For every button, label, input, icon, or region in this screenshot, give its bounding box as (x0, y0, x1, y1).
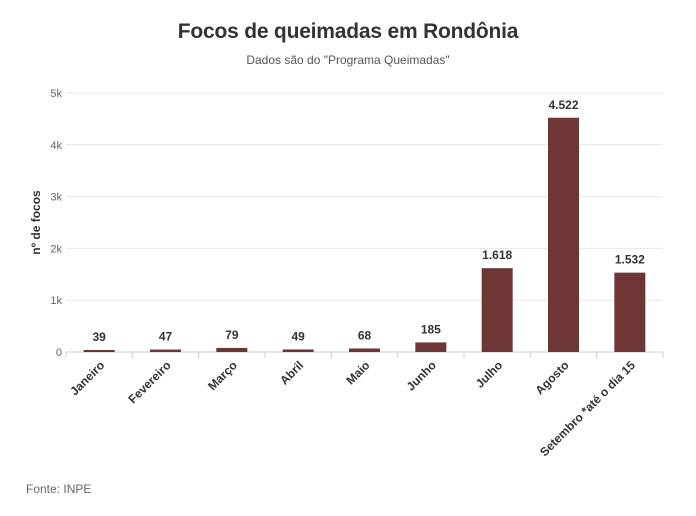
data-label: 68 (358, 328, 372, 342)
data-label: 4.522 (548, 98, 578, 112)
y-tick-label: 1k (50, 295, 62, 307)
chart-subtitle: Dados são do "Programa Queimadas" (246, 53, 450, 67)
x-tick-label: Março (205, 358, 240, 393)
bar (150, 349, 181, 352)
y-tick-label: 4k (50, 140, 62, 152)
bar (481, 268, 513, 352)
bar (216, 347, 248, 352)
bar (282, 349, 314, 352)
data-label: 49 (291, 329, 305, 343)
bar (83, 349, 115, 352)
source-note: Fonte: INPE (26, 482, 92, 496)
y-tick-label: 3k (50, 192, 62, 204)
y-tick-label: 5k (50, 88, 62, 100)
x-tick-label: Agosto (532, 358, 571, 397)
data-label: 1.618 (482, 248, 512, 262)
x-tick-label: Fevereiro (126, 358, 174, 406)
data-label: 39 (92, 330, 106, 344)
y-tick-label: 2k (50, 243, 62, 255)
y-tick-label: 0 (56, 347, 62, 359)
bar (548, 117, 579, 352)
bar (349, 348, 380, 352)
data-label: 47 (159, 330, 173, 344)
x-tick-label: Janeiro (67, 358, 107, 398)
x-tick-label: Abril (277, 358, 306, 387)
bar (614, 272, 646, 352)
data-label: 79 (225, 328, 239, 342)
y-axis-label: nº de focos (29, 190, 43, 255)
data-label: 1.532 (615, 253, 645, 267)
bar (415, 342, 447, 352)
chart-title: Focos de queimadas em Rondônia (177, 20, 519, 43)
x-tick-label: Julho (473, 358, 506, 391)
x-tick-label: Junho (404, 358, 439, 393)
data-label: 185 (421, 322, 441, 336)
x-tick-label: Maio (343, 358, 372, 387)
